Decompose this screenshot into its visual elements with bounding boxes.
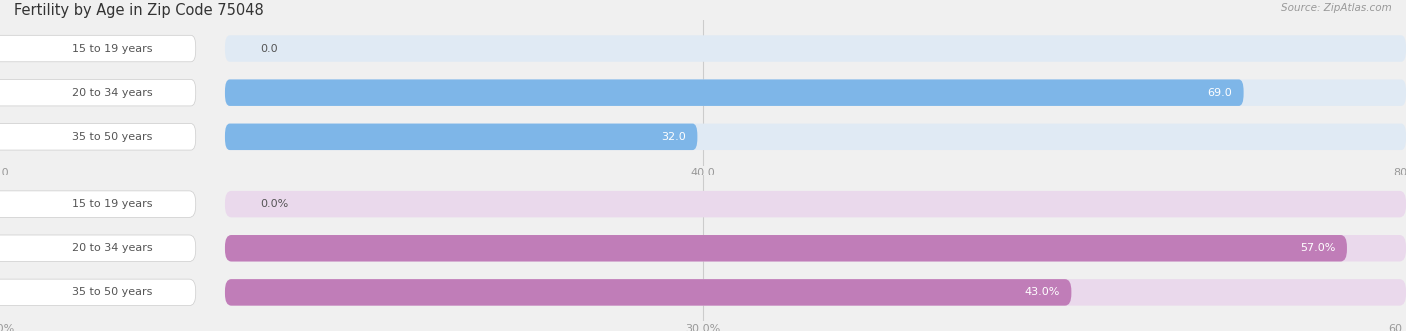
FancyBboxPatch shape [0,191,195,217]
Text: Fertility by Age in Zip Code 75048: Fertility by Age in Zip Code 75048 [14,3,264,18]
FancyBboxPatch shape [0,279,195,306]
FancyBboxPatch shape [0,35,195,62]
FancyBboxPatch shape [0,123,195,150]
Text: 35 to 50 years: 35 to 50 years [72,132,153,142]
FancyBboxPatch shape [225,191,1406,217]
Text: 43.0%: 43.0% [1025,287,1060,297]
Text: 57.0%: 57.0% [1301,243,1336,253]
FancyBboxPatch shape [225,235,1347,261]
Text: 69.0: 69.0 [1208,88,1232,98]
Text: 35 to 50 years: 35 to 50 years [72,287,153,297]
Text: 20 to 34 years: 20 to 34 years [72,88,153,98]
Text: 0.0: 0.0 [260,44,278,54]
FancyBboxPatch shape [225,79,1244,106]
Text: 15 to 19 years: 15 to 19 years [72,199,153,209]
FancyBboxPatch shape [225,35,1406,62]
Text: 32.0: 32.0 [661,132,686,142]
FancyBboxPatch shape [225,235,1406,261]
FancyBboxPatch shape [0,79,195,106]
FancyBboxPatch shape [225,279,1406,306]
FancyBboxPatch shape [225,123,1406,150]
FancyBboxPatch shape [225,123,697,150]
FancyBboxPatch shape [225,279,1071,306]
Text: 15 to 19 years: 15 to 19 years [72,44,153,54]
Text: Source: ZipAtlas.com: Source: ZipAtlas.com [1281,3,1392,13]
FancyBboxPatch shape [225,79,1406,106]
FancyBboxPatch shape [0,235,195,261]
Text: 20 to 34 years: 20 to 34 years [72,243,153,253]
Text: 0.0%: 0.0% [260,199,288,209]
